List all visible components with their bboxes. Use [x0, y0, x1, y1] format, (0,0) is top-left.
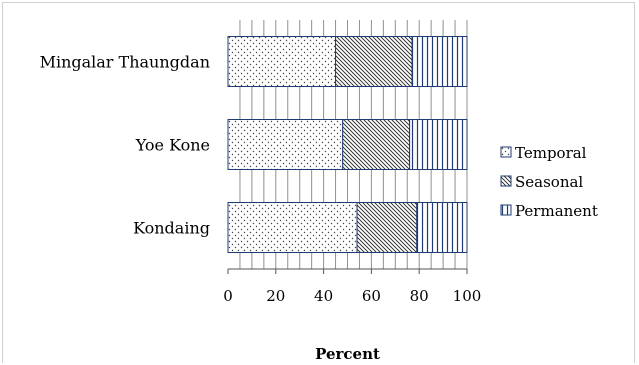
legend: Temporal Seasonal Permanent [500, 144, 598, 220]
bar-segment [227, 119, 344, 170]
bars-group [227, 36, 468, 253]
bar-segment [416, 202, 468, 253]
x-tick-label: 40 [314, 287, 333, 305]
bar-segment [356, 202, 418, 253]
legend-label: Seasonal [515, 173, 583, 191]
x-tick-label: 60 [362, 287, 381, 305]
legend-swatch [500, 204, 512, 216]
bar-segment [227, 36, 337, 87]
x-tick-label: 20 [266, 287, 285, 305]
legend-label: Permanent [515, 202, 598, 220]
bar-segment [227, 202, 358, 253]
category-label: Yoe Kone [135, 136, 210, 155]
bar-segment [335, 36, 413, 87]
x-tick-label: 0 [223, 287, 233, 305]
x-axis: 0 20 40 60 80 100 [223, 268, 482, 305]
category-label: Mingalar Thaungdan [40, 53, 210, 72]
category-labels: Mingalar Thaungdan Yoe Kone Kondaing [40, 53, 210, 238]
legend-swatch [500, 175, 512, 187]
legend-label: Temporal [515, 144, 587, 162]
bar-segment [409, 119, 468, 170]
bar-segment [342, 119, 411, 170]
x-tick-label: 100 [453, 287, 482, 305]
category-label: Kondaing [133, 219, 210, 238]
chart-frame [2, 2, 635, 363]
legend-swatch [500, 146, 512, 158]
x-tick-label: 80 [410, 287, 429, 305]
x-axis-title: Percent [315, 345, 380, 363]
bar-segment [411, 36, 468, 87]
